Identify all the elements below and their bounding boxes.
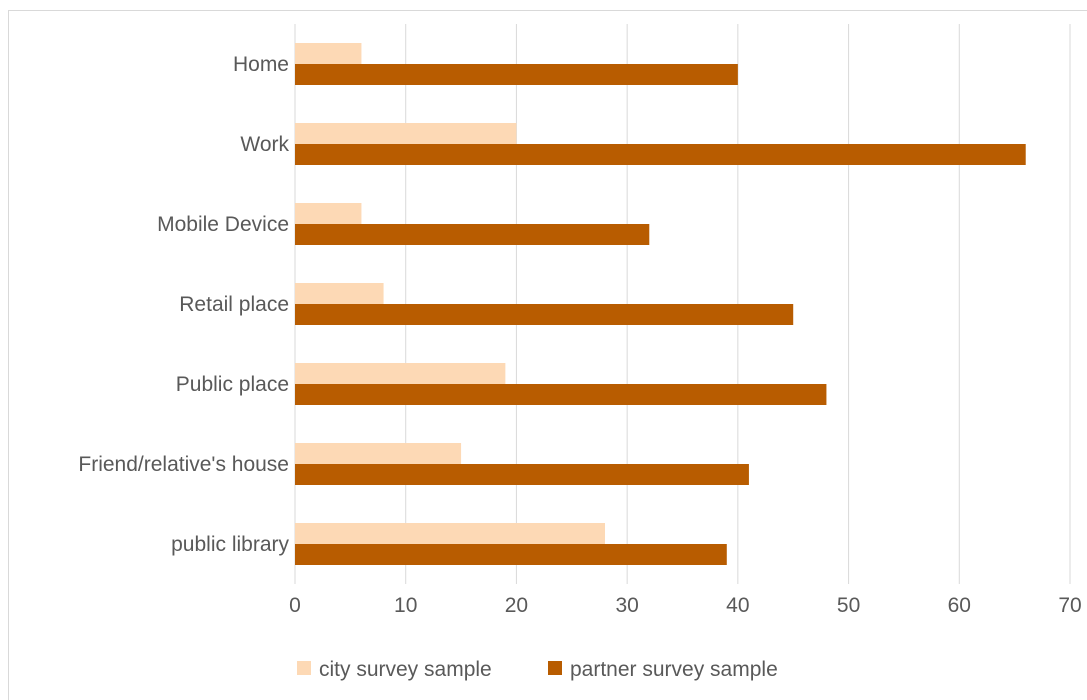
category-label: public library [171, 533, 289, 556]
legend-swatch-1 [548, 661, 562, 675]
bar-partner-3 [295, 304, 794, 325]
bar-city-0 [295, 43, 362, 64]
bar-city-1 [295, 123, 517, 144]
x-tick-label: 60 [948, 594, 971, 617]
legend: city survey sample partner survey sample [297, 658, 778, 681]
x-tick-label: 20 [505, 594, 528, 617]
x-tick-label: 30 [615, 594, 638, 617]
bar-city-4 [295, 363, 506, 384]
category-label: Work [240, 133, 289, 156]
x-tick-labels: 0 10 20 30 40 50 60 70 [289, 594, 1082, 617]
legend-label-0: city survey sample [319, 658, 492, 681]
bar-partner-1 [295, 144, 1026, 165]
bar-city-3 [295, 283, 384, 304]
bar-city-5 [295, 443, 462, 464]
legend-swatch-0 [297, 661, 311, 675]
x-tick-label: 0 [289, 594, 301, 617]
bar-city-2 [295, 203, 362, 224]
x-tick-label: 50 [837, 594, 860, 617]
category-label: Retail place [179, 293, 289, 316]
bar-partner-2 [295, 224, 650, 245]
bar-partner-4 [295, 384, 827, 405]
category-labels: Home Work Mobile Device Retail place Public … [78, 53, 289, 556]
x-tick-label: 10 [394, 594, 417, 617]
x-tick-label: 70 [1058, 594, 1081, 617]
bar-partner-0 [295, 64, 738, 85]
category-label: Home [233, 53, 289, 76]
chart-frame [8, 10, 1087, 700]
category-label: Public place [176, 373, 289, 396]
category-label: Mobile Device [157, 213, 289, 236]
bars [295, 43, 1026, 565]
legend-label-1: partner survey sample [570, 658, 778, 681]
x-tick-label: 40 [726, 594, 749, 617]
bar-chart: Home Work Mobile Device Retail place Public … [78, 24, 1082, 681]
bar-city-6 [295, 523, 605, 544]
bar-partner-5 [295, 464, 749, 485]
bar-partner-6 [295, 544, 727, 565]
category-label: Friend/relative's house [78, 453, 289, 476]
